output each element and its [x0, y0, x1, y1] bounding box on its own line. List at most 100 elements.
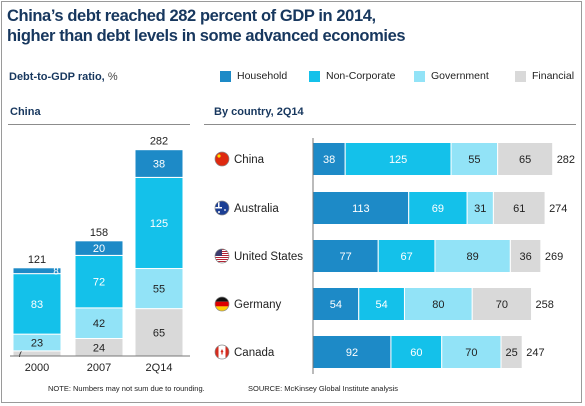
value-label-non-corporate-2q14: 125	[150, 218, 168, 230]
value-label-government-2q14: 55	[153, 284, 165, 296]
country-panel-rule	[204, 124, 576, 125]
value-label-government-united-states: 89	[467, 251, 479, 263]
legend-label-non-corporate: Non-Corporate	[326, 70, 396, 82]
bar-non-corporate-2000	[12, 273, 62, 335]
germany-flag-icon	[214, 296, 230, 312]
total-label-germany: 258	[536, 299, 554, 311]
legend-item-financial: Financial	[515, 70, 574, 82]
united-states-flag-icon	[214, 248, 230, 264]
value-label-non-corporate-2007: 72	[93, 277, 105, 289]
title-line-1: China’s debt reached 282 percent of GDP …	[7, 7, 376, 25]
canada-flag-icon	[214, 344, 230, 360]
x-tick-label-2q14: 2Q14	[146, 362, 173, 374]
value-label-household-2q14: 38	[153, 159, 165, 171]
subtitle-unit: %	[107, 71, 118, 83]
bar-household-2007	[74, 240, 124, 256]
value-label-non-corporate-germany: 54	[375, 299, 387, 311]
value-label-government-canada: 70	[465, 347, 477, 359]
bar-government-united-states	[434, 239, 511, 273]
value-label-household-united-states: 77	[339, 251, 351, 263]
x-tick-label-2007: 2007	[87, 362, 111, 374]
country-label-china: China	[234, 154, 265, 166]
value-label-non-corporate-china: 125	[389, 154, 407, 166]
country-panel-title: By country, 2Q14	[214, 106, 304, 118]
title-line-2: higher than debt levels in some advanced…	[7, 27, 406, 45]
bar-household-2q14	[134, 149, 184, 178]
bar-financial-germany	[471, 287, 533, 321]
total-label-2007: 158	[90, 227, 108, 239]
bar-government-germany	[403, 287, 473, 321]
value-label-financial-2007: 24	[93, 342, 105, 354]
value-label-government-australia: 31	[474, 203, 486, 215]
value-label-government-2007: 42	[93, 318, 105, 330]
country-label-canada: Canada	[234, 347, 275, 359]
australia-flag-icon	[214, 200, 230, 216]
bar-financial-united-states	[509, 239, 542, 273]
legend-swatch-household	[220, 70, 231, 82]
total-label-2q14: 282	[150, 136, 168, 148]
value-label-household-canada: 92	[346, 347, 358, 359]
bar-financial-china	[497, 142, 554, 176]
legend-item-household: Household	[220, 70, 287, 82]
value-label-financial-2q14: 65	[153, 327, 165, 339]
total-label-canada: 247	[526, 347, 544, 359]
bar-non-corporate-2q14	[134, 176, 184, 270]
legend: Household Non-Corporate Government Finan…	[0, 70, 585, 84]
value-label-government-2000: 23	[31, 338, 43, 350]
bar-household-germany	[312, 287, 360, 321]
subtitle-text: Debt-to-GDP ratio,	[9, 71, 105, 83]
legend-label-government: Government	[431, 70, 489, 82]
bar-household-2000	[12, 267, 62, 275]
china-panel-rule	[8, 124, 190, 125]
source-text: SOURCE: McKinsey Global Institute analys…	[248, 384, 399, 393]
value-label-household-2007: 20	[93, 243, 105, 255]
chart-title: China’s debt reached 282 percent of GDP …	[7, 6, 406, 46]
bar-household-united-states	[312, 239, 379, 273]
bar-household-australia	[312, 191, 410, 225]
bar-non-corporate-china	[344, 142, 452, 176]
total-label-australia: 274	[549, 203, 567, 215]
value-label-non-corporate-canada: 60	[410, 347, 422, 359]
china-flag-icon	[214, 151, 230, 167]
legend-swatch-government	[414, 70, 425, 82]
bar-financial-2q14	[134, 308, 184, 357]
value-label-non-corporate-united-states: 67	[400, 251, 412, 263]
bar-financial-canada	[500, 335, 523, 369]
bar-government-china	[450, 142, 499, 176]
value-label-financial-2000: 7	[17, 348, 23, 360]
country-label-australia: Australia	[234, 203, 279, 215]
legend-swatch-non-corporate	[309, 70, 320, 82]
value-label-financial-china: 65	[519, 154, 531, 166]
value-label-household-australia: 113	[352, 203, 370, 215]
legend-label-household: Household	[237, 70, 288, 82]
value-label-non-corporate-2000: 83	[31, 299, 43, 311]
bar-government-australia	[466, 191, 494, 225]
total-label-2000: 121	[28, 254, 46, 266]
bar-government-2q14	[134, 268, 184, 310]
value-label-government-china: 55	[468, 154, 480, 166]
value-label-financial-canada: 25	[505, 347, 517, 359]
china-panel-title: China	[10, 106, 41, 118]
legend-item-government: Government	[414, 70, 489, 82]
legend-item-non-corporate: Non-Corporate	[309, 70, 395, 82]
total-label-united-states: 269	[545, 251, 563, 263]
value-label-financial-australia: 61	[513, 203, 525, 215]
x-tick-label-2000: 2000	[25, 362, 49, 374]
value-label-household-2000: 8	[53, 267, 59, 278]
note-text: NOTE: Numbers may not sum due to roundin…	[48, 384, 205, 393]
bar-non-corporate-australia	[408, 191, 468, 225]
value-label-financial-germany: 70	[496, 299, 508, 311]
bar-household-china	[312, 142, 346, 176]
value-label-non-corporate-australia: 69	[432, 203, 444, 215]
bar-non-corporate-canada	[390, 335, 443, 369]
value-label-financial-united-states: 36	[519, 251, 531, 263]
chart-subtitle: Debt-to-GDP ratio, %	[9, 71, 118, 83]
legend-swatch-financial	[515, 70, 526, 82]
total-label-china: 282	[557, 154, 575, 166]
value-label-government-germany: 80	[432, 299, 444, 311]
legend-label-financial: Financial	[532, 70, 575, 82]
bar-government-canada	[441, 335, 502, 369]
country-label-united-states: United States	[234, 251, 303, 263]
